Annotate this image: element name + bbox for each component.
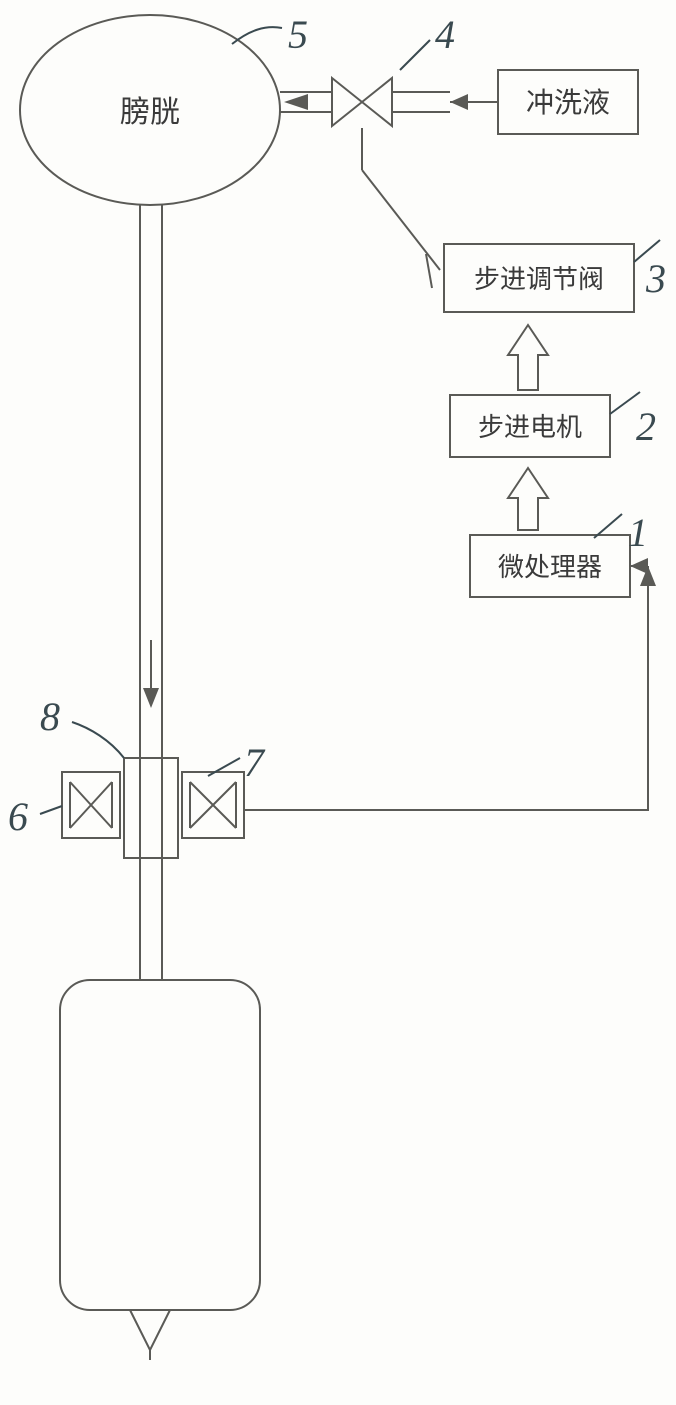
leader-6: [40, 806, 62, 814]
valve-top: [332, 78, 392, 126]
arrow-motor-to-valve: [508, 325, 548, 390]
flush-arrow-head: [450, 94, 468, 110]
sensor-mid-outer: [124, 758, 178, 858]
leader-4: [400, 40, 430, 70]
stepmotor-label: 步进电机: [478, 413, 582, 442]
diagram-canvas: 膀胱 5 冲洗液 4 步进调节阀 3 步进电机 2 微处理器 1: [0, 0, 676, 1405]
leader-7: [208, 758, 240, 776]
bag-outlet: [130, 1310, 170, 1350]
tube-arrow-head: [143, 688, 159, 708]
bladder-arrow-head: [284, 94, 308, 110]
collection-bag: [60, 980, 260, 1310]
num-3: 3: [645, 256, 666, 301]
num-7: 7: [244, 740, 266, 785]
num-4: 4: [435, 12, 455, 57]
arrow-mcu-to-motor: [508, 468, 548, 530]
valve-to-stepvalve-line: [362, 170, 440, 270]
num-1: 1: [628, 510, 648, 555]
num-5: 5: [288, 12, 308, 57]
mcu-label: 微处理器: [498, 553, 602, 582]
sensor-left-bowtie: [70, 782, 112, 828]
bladder-label: 膀胱: [120, 96, 180, 129]
feedback-line: [244, 566, 648, 810]
num-8: 8: [40, 694, 60, 739]
stepvalve-label: 步进调节阀: [474, 265, 604, 294]
num-6: 6: [8, 794, 28, 839]
feedback-arrow-left: [630, 558, 648, 574]
sensor-right-bowtie: [190, 782, 236, 828]
flush-label: 冲洗液: [526, 87, 610, 119]
num-2: 2: [636, 404, 656, 449]
leader-8: [72, 722, 124, 758]
